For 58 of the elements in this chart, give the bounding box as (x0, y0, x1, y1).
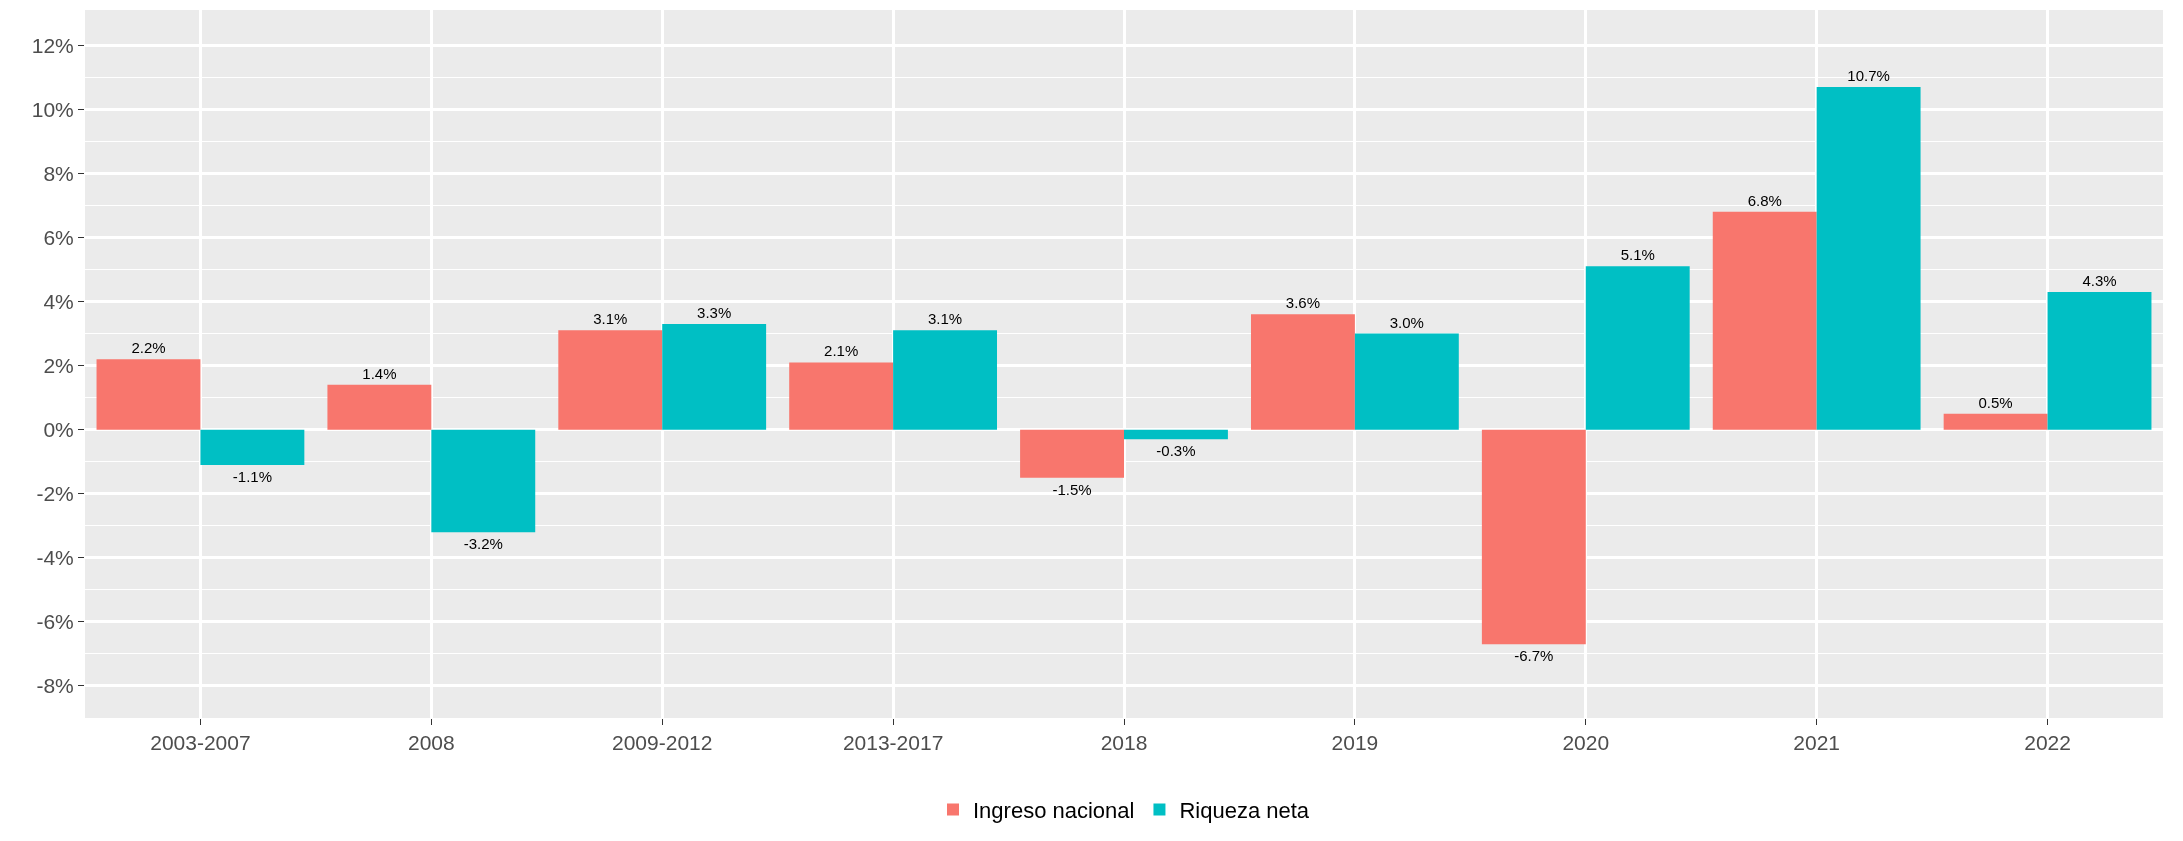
bar (431, 429, 536, 533)
data-label: 2.2% (131, 339, 166, 357)
bar (327, 384, 432, 430)
data-label: 1.4% (362, 364, 397, 382)
y-tick-label: 0% (43, 418, 74, 442)
y-tick-label: 2% (43, 353, 74, 377)
bar (1712, 211, 1817, 430)
bar (1354, 333, 1459, 430)
legend-label: Ingreso nacional (973, 798, 1135, 824)
data-label: 5.1% (1620, 246, 1655, 264)
y-tick-label: -8% (36, 674, 74, 698)
bar (1943, 413, 2048, 430)
y-tick-label: 4% (43, 289, 74, 313)
y-tick-label: 12% (31, 33, 74, 57)
x-tick-label: 2003-2007 (150, 731, 251, 755)
data-label: 3.1% (593, 310, 628, 328)
x-tick-label: 2008 (407, 731, 455, 755)
data-label: 3.3% (697, 303, 732, 321)
data-label: 6.8% (1747, 191, 1782, 209)
bar (1020, 429, 1124, 478)
x-tick-label: 2020 (1562, 731, 1610, 755)
x-tick-label: 2018 (1100, 731, 1148, 755)
bar (789, 362, 894, 430)
x-tick-label: 2013-2017 (842, 731, 944, 755)
bar (1585, 266, 1690, 430)
y-tick-label: 10% (31, 97, 74, 121)
data-label: 4.3% (2082, 271, 2117, 289)
y-tick-label: -4% (36, 546, 74, 570)
data-label: -6.7% (1514, 647, 1554, 665)
y-tick-label: -6% (36, 610, 74, 634)
bar (1816, 86, 1921, 430)
data-label: -1.1% (232, 467, 272, 485)
bar (558, 330, 663, 430)
bar (96, 359, 201, 430)
legend-label: Riqueza neta (1179, 798, 1310, 824)
bar (1124, 429, 1228, 440)
y-tick-label: -2% (36, 482, 74, 506)
x-tick-label: 2021 (1793, 731, 1841, 755)
data-label: -1.5% (1052, 480, 1092, 498)
x-tick-label: 2019 (1331, 731, 1379, 755)
data-label: 3.0% (1389, 313, 1424, 331)
x-tick-label: 2009-2012 (612, 731, 713, 755)
bar (2047, 291, 2152, 430)
data-label: 3.1% (927, 310, 963, 328)
bar (1481, 429, 1586, 645)
bar (200, 429, 305, 465)
bar (662, 323, 767, 430)
bar (1250, 314, 1355, 430)
bar (893, 330, 998, 430)
data-label: 2.1% (824, 342, 859, 360)
data-label: 3.6% (1285, 294, 1321, 312)
y-tick-label: 6% (43, 225, 74, 249)
x-tick-label: 2022 (2024, 731, 2071, 755)
data-label: 10.7% (1847, 66, 1890, 84)
y-tick-label: 8% (43, 161, 74, 185)
data-label: 0.5% (1978, 393, 2013, 411)
data-label: -3.2% (463, 535, 503, 553)
data-label: -0.3% (1156, 442, 1196, 460)
